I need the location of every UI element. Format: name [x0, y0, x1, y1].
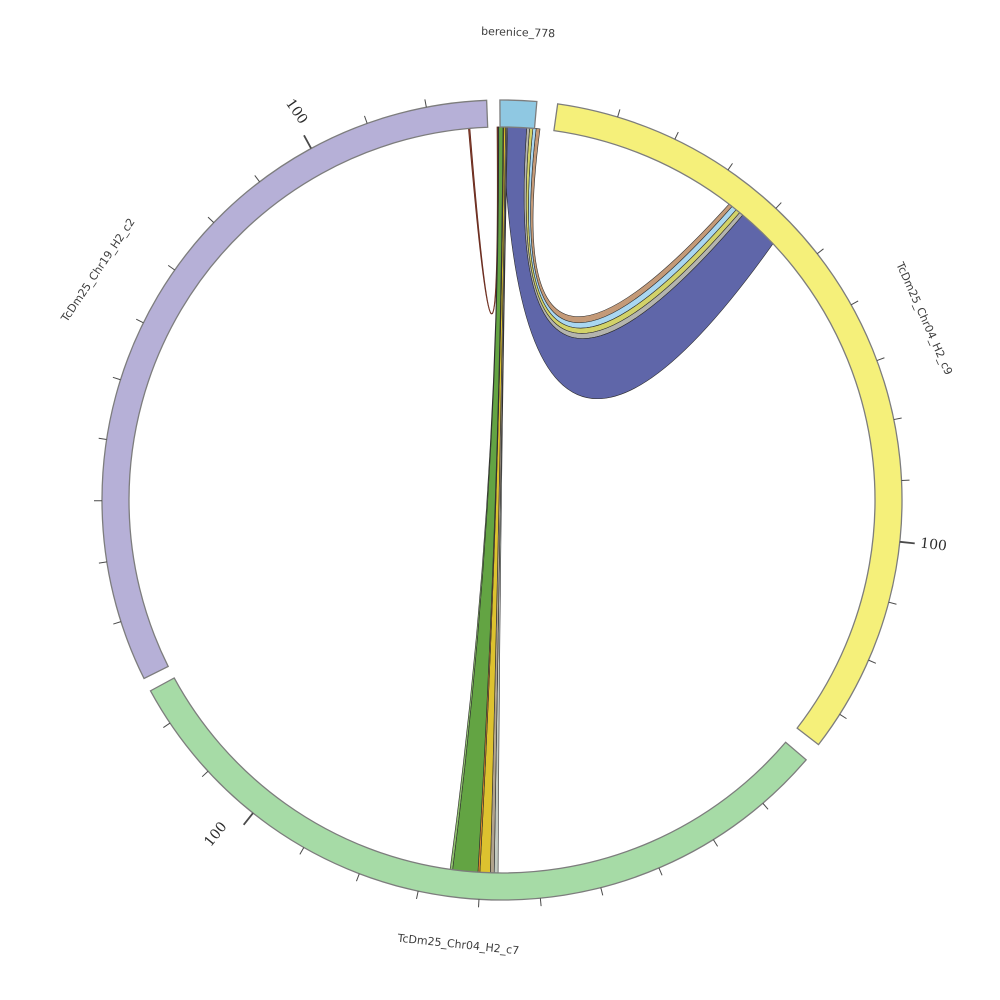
minor-tick-TcDm25_Chr04_H2_c9 [617, 109, 621, 118]
minor-tick-TcDm25_Chr04_H2_c9 [893, 417, 902, 421]
minor-tick-TcDm25_Chr19_H2_c2 [136, 318, 144, 324]
chromosome-arc-TcDm25_Chr19_H2_c2 [101, 99, 489, 680]
minor-tick-TcDm25_Chr04_H2_c7 [299, 847, 305, 855]
chromosome-arc-TcDm25_Chr04_H2_c9 [553, 103, 903, 746]
ribbon-brown-hairpin [468, 126, 499, 315]
chromosome-label-berenice_778: berenice_778 [481, 25, 556, 41]
chromosome-arc-berenice_778 [499, 99, 538, 130]
minor-tick-TcDm25_Chr04_H2_c7 [201, 770, 209, 778]
minor-tick-TcDm25_Chr19_H2_c2 [113, 621, 122, 625]
minor-tick-TcDm25_Chr04_H2_c9 [850, 300, 859, 306]
ribbon-slate-blue [502, 126, 774, 399]
chromosome-arc-TcDm25_Chr04_H2_c7 [149, 677, 808, 901]
minor-tick-TcDm25_Chr04_H2_c7 [600, 887, 604, 896]
minor-tick-TcDm25_Chr19_H2_c2 [207, 216, 215, 224]
minor-tick-TcDm25_Chr19_H2_c2 [167, 264, 176, 271]
minor-tick-TcDm25_Chr04_H2_c7 [415, 891, 419, 900]
minor-tick-TcDm25_Chr04_H2_c7 [762, 802, 769, 810]
minor-tick-TcDm25_Chr04_H2_c9 [876, 357, 885, 362]
chromosome-label-TcDm25_Chr04_H2_c7: TcDm25_Chr04_H2_c7 [396, 932, 520, 958]
minor-tick-TcDm25_Chr04_H2_c9 [727, 163, 733, 171]
minor-tick-TcDm25_Chr04_H2_c7 [163, 722, 171, 728]
minor-tick-TcDm25_Chr19_H2_c2 [112, 376, 121, 381]
minor-tick-TcDm25_Chr19_H2_c2 [424, 99, 427, 108]
minor-tick-TcDm25_Chr19_H2_c2 [98, 437, 107, 440]
tick-label-TcDm25_Chr19_H2_c2: 100 [282, 96, 310, 127]
minor-tick-TcDm25_Chr19_H2_c2 [98, 561, 107, 564]
minor-tick-TcDm25_Chr04_H2_c9 [868, 659, 877, 664]
minor-tick-TcDm25_Chr04_H2_c9 [775, 202, 782, 209]
chromosome-label-TcDm25_Chr19_H2_c2: TcDm25_Chr19_H2_c2 [58, 216, 138, 325]
minor-tick-TcDm25_Chr19_H2_c2 [254, 175, 260, 183]
chromosome-label-TcDm25_Chr04_H2_c9: TcDm25_Chr04_H2_c9 [893, 259, 955, 377]
minor-tick-TcDm25_Chr04_H2_c9 [674, 131, 679, 140]
minor-tick-TcDm25_Chr04_H2_c7 [539, 898, 542, 907]
major-tick-TcDm25_Chr19_H2_c2 [303, 134, 312, 149]
chromosome-arcs [101, 99, 903, 901]
minor-tick-TcDm25_Chr04_H2_c9 [888, 601, 897, 605]
minor-tick-TcDm25_Chr04_H2_c9 [839, 713, 847, 720]
major-tick-TcDm25_Chr04_H2_c9 [899, 540, 915, 545]
minor-tick-TcDm25_Chr04_H2_c7 [712, 839, 719, 847]
tick-marks [93, 99, 915, 908]
minor-tick-TcDm25_Chr04_H2_c9 [816, 248, 824, 255]
ribbons [449, 126, 774, 874]
major-tick-TcDm25_Chr04_H2_c7 [242, 812, 254, 826]
minor-tick-TcDm25_Chr19_H2_c2 [363, 115, 368, 124]
tick-label-TcDm25_Chr04_H2_c7: 100 [201, 819, 230, 850]
tick-label-TcDm25_Chr04_H2_c9: 100 [919, 535, 947, 554]
minor-tick-TcDm25_Chr04_H2_c7 [355, 873, 360, 882]
minor-tick-TcDm25_Chr04_H2_c7 [658, 867, 663, 876]
